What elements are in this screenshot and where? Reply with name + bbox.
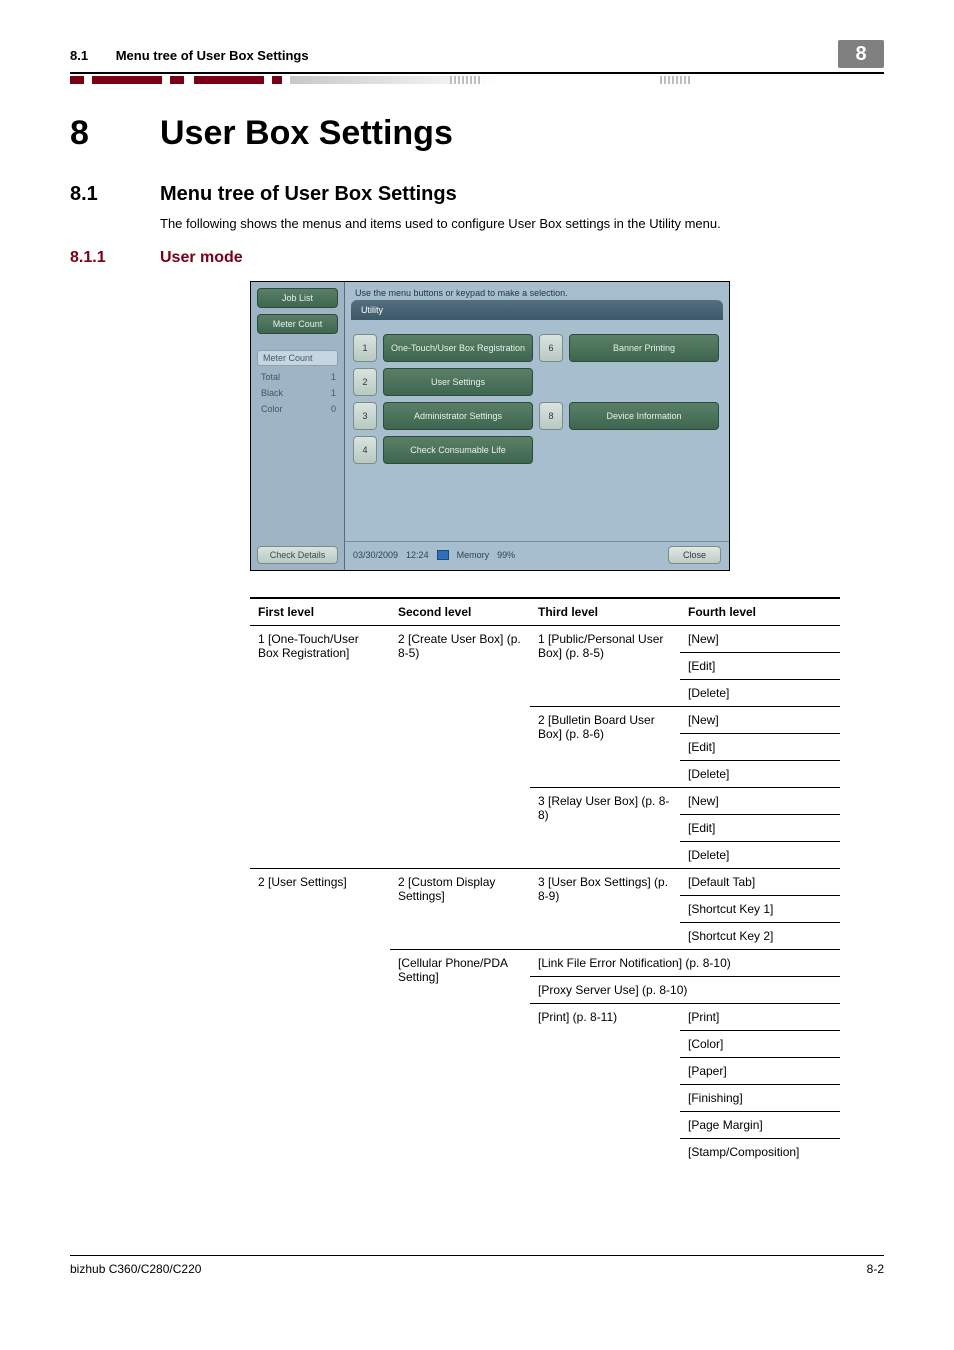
header-ornament bbox=[70, 76, 884, 88]
th-first: First level bbox=[250, 598, 390, 626]
cell-l4-a3: [Delete] bbox=[680, 680, 840, 707]
cell-l4-g5: [Page Margin] bbox=[680, 1112, 840, 1139]
chapter-title: User Box Settings bbox=[160, 114, 453, 153]
option-6-num[interactable]: 6 bbox=[539, 334, 563, 362]
option-4-num[interactable]: 4 bbox=[353, 436, 377, 464]
running-header: 8.1 Menu tree of User Box Settings 8 bbox=[70, 40, 884, 72]
color-value: 0 bbox=[331, 404, 336, 414]
cell-l4-a2: [Edit] bbox=[680, 653, 840, 680]
check-details-wrap: Check Details bbox=[257, 546, 338, 564]
option-8[interactable]: Device Information bbox=[569, 402, 719, 430]
cell-l2-b: 2 [Custom Display Settings] bbox=[390, 869, 530, 950]
header-rule bbox=[70, 72, 884, 74]
option-1-num[interactable]: 1 bbox=[353, 334, 377, 362]
cell-l3-a: 1 [Public/Personal User Box] (p. 8-5) bbox=[530, 626, 680, 707]
meter-count-box: Meter Count bbox=[257, 350, 338, 366]
cell-l4-d1: [Default Tab] bbox=[680, 869, 840, 896]
cell-l4-b3: [Delete] bbox=[680, 761, 840, 788]
option-3[interactable]: Administrator Settings bbox=[383, 402, 533, 430]
cell-l3-g: [Print] (p. 8-11) bbox=[530, 1004, 680, 1166]
option-6[interactable]: Banner Printing bbox=[569, 334, 719, 362]
close-button[interactable]: Close bbox=[668, 546, 721, 564]
meter-total: Total 1 bbox=[257, 372, 338, 382]
cell-l4-g4: [Finishing] bbox=[680, 1085, 840, 1112]
job-list-button[interactable]: Job List bbox=[257, 288, 338, 308]
total-label: Total bbox=[261, 372, 280, 382]
utility-options: 1 One-Touch/User Box Registration 6 Bann… bbox=[345, 326, 729, 541]
cell-l2-c: [Cellular Phone/PDA Setting] bbox=[390, 950, 530, 1166]
section-number: 8.1 bbox=[70, 183, 160, 206]
cell-l3-e: [Link File Error Notification] (p. 8-10) bbox=[530, 950, 840, 977]
cell-l1-a: 1 [One-Touch/User Box Registration] bbox=[250, 626, 390, 869]
subsection-number: 8.1.1 bbox=[70, 249, 160, 267]
cell-l4-d2: [Shortcut Key 1] bbox=[680, 896, 840, 923]
meter-color: Color 0 bbox=[257, 404, 338, 414]
screenshot-footer: 03/30/2009 12:24 Memory 99% Close bbox=[345, 541, 729, 570]
cell-l1-b: 2 [User Settings] bbox=[250, 869, 390, 1166]
subsection-heading: 8.1.1 User mode bbox=[70, 249, 884, 267]
utility-title: Utility bbox=[351, 300, 723, 320]
chapter-number: 8 bbox=[70, 114, 160, 153]
meter-count-button[interactable]: Meter Count bbox=[257, 314, 338, 334]
option-8-num[interactable]: 8 bbox=[539, 402, 563, 430]
cell-l4-g1: [Print] bbox=[680, 1004, 840, 1031]
header-section-title: Menu tree of User Box Settings bbox=[116, 48, 309, 63]
screenshot-frame: Job List Meter Count Meter Count Total 1… bbox=[250, 281, 730, 571]
option-3-num[interactable]: 3 bbox=[353, 402, 377, 430]
chapter-badge: 8 bbox=[838, 40, 884, 68]
levels-table: First level Second level Third level Fou… bbox=[250, 597, 840, 1165]
color-label: Color bbox=[261, 404, 283, 414]
total-value: 1 bbox=[331, 372, 336, 382]
device-screenshot: Job List Meter Count Meter Count Total 1… bbox=[250, 281, 730, 571]
screenshot-sidebar: Job List Meter Count Meter Count Total 1… bbox=[251, 282, 345, 570]
chapter-heading: 8 User Box Settings bbox=[70, 114, 884, 153]
intro-paragraph: The following shows the menus and items … bbox=[160, 216, 884, 231]
levels-table-wrap: First level Second level Third level Fou… bbox=[250, 597, 840, 1165]
option-2[interactable]: User Settings bbox=[383, 368, 533, 396]
screenshot-hint: Use the menu buttons or keypad to make a… bbox=[345, 282, 729, 300]
section-heading: 8.1 Menu tree of User Box Settings bbox=[70, 183, 884, 206]
section-title: Menu tree of User Box Settings bbox=[160, 183, 457, 206]
footer-left: bizhub C360/C280/C220 bbox=[70, 1262, 201, 1276]
black-label: Black bbox=[261, 388, 283, 398]
cell-l4-g2: [Color] bbox=[680, 1031, 840, 1058]
screenshot-main: Use the menu buttons or keypad to make a… bbox=[345, 282, 729, 570]
cell-l3-c: 3 [Relay User Box] (p. 8-8) bbox=[530, 788, 680, 869]
cell-l3-d: 3 [User Box Settings] (p. 8-9) bbox=[530, 869, 680, 950]
black-value: 1 bbox=[331, 388, 336, 398]
option-4[interactable]: Check Consumable Life bbox=[383, 436, 533, 464]
cell-l3-f: [Proxy Server Use] (p. 8-10) bbox=[530, 977, 840, 1004]
cell-l4-a1: [New] bbox=[680, 626, 840, 653]
cell-l4-b2: [Edit] bbox=[680, 734, 840, 761]
option-1[interactable]: One-Touch/User Box Registration bbox=[383, 334, 533, 362]
subsection-title: User mode bbox=[160, 249, 243, 267]
footer-right: 8-2 bbox=[867, 1262, 884, 1276]
cell-l4-d3: [Shortcut Key 2] bbox=[680, 923, 840, 950]
option-2-num[interactable]: 2 bbox=[353, 368, 377, 396]
cell-l3-b: 2 [Bulletin Board User Box] (p. 8-6) bbox=[530, 707, 680, 788]
page-footer: bizhub C360/C280/C220 8-2 bbox=[70, 1255, 884, 1276]
memory-icon bbox=[437, 550, 449, 560]
th-second: Second level bbox=[390, 598, 530, 626]
status-time: 12:24 bbox=[406, 550, 429, 560]
memory-label: Memory bbox=[457, 550, 490, 560]
cell-l4-c3: [Delete] bbox=[680, 842, 840, 869]
meter-black: Black 1 bbox=[257, 388, 338, 398]
cell-l4-g3: [Paper] bbox=[680, 1058, 840, 1085]
cell-l4-c1: [New] bbox=[680, 788, 840, 815]
header-left: 8.1 Menu tree of User Box Settings bbox=[70, 48, 309, 63]
cell-l4-c2: [Edit] bbox=[680, 815, 840, 842]
check-details-button[interactable]: Check Details bbox=[257, 546, 338, 564]
status-date: 03/30/2009 bbox=[353, 550, 398, 560]
header-section-no: 8.1 bbox=[70, 48, 88, 63]
memory-value: 99% bbox=[497, 550, 515, 560]
th-third: Third level bbox=[530, 598, 680, 626]
cell-l2-a: 2 [Create User Box] (p. 8-5) bbox=[390, 626, 530, 869]
cell-l4-g6: [Stamp/Composition] bbox=[680, 1139, 840, 1166]
status-area: 03/30/2009 12:24 Memory 99% bbox=[353, 550, 515, 560]
th-fourth: Fourth level bbox=[680, 598, 840, 626]
cell-l4-b1: [New] bbox=[680, 707, 840, 734]
